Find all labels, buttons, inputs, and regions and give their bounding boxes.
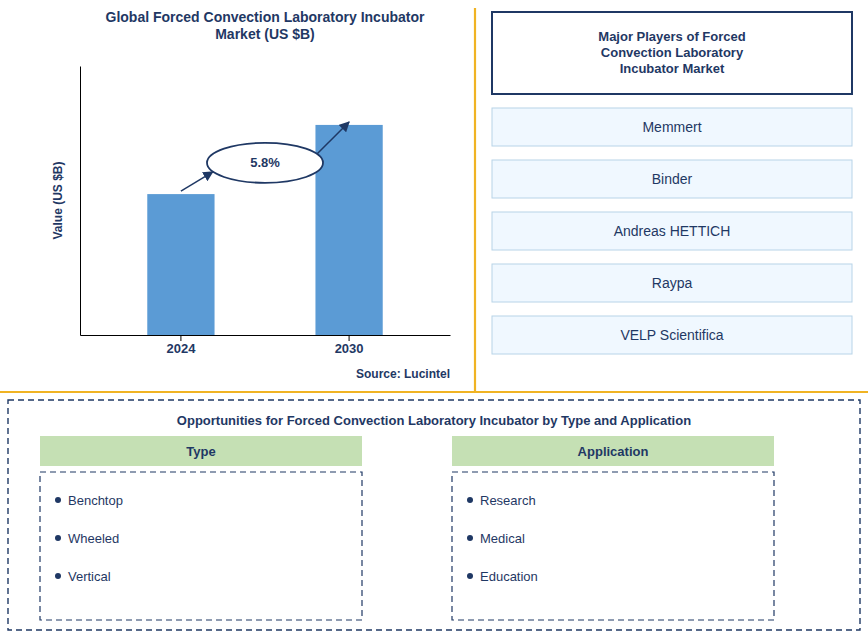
column-items-box xyxy=(40,472,362,620)
opportunity-column: Application Research Medical Education xyxy=(452,436,774,620)
x-axis: 2024 2030 xyxy=(81,335,451,356)
bullet xyxy=(55,535,61,541)
x-tick-label: 2024 xyxy=(166,341,196,356)
opportunity-column: Type Benchtop Wheeled Vertical xyxy=(40,436,362,620)
y-axis-title: Value (US $B) xyxy=(51,161,65,239)
bars xyxy=(147,125,382,335)
player-box xyxy=(492,160,852,198)
figure: Global Forced Convection Laboratory Incu… xyxy=(0,0,868,637)
cagr-annotation: 5.8% xyxy=(181,122,349,191)
bullet xyxy=(55,573,61,579)
column-header-box xyxy=(40,436,362,466)
column-item: Vertical xyxy=(68,569,111,584)
bar xyxy=(315,125,382,335)
opportunities-panel: Opportunities for Forced Convection Labo… xyxy=(8,400,860,630)
player-name: Memmert xyxy=(642,119,701,135)
player-name: VELP Scientifica xyxy=(620,327,723,343)
x-tick: 2030 xyxy=(335,335,364,356)
player-box xyxy=(492,316,852,354)
column-header-box xyxy=(452,436,774,466)
player-name: Raypa xyxy=(652,275,693,291)
player-box xyxy=(492,108,852,146)
player-name: Binder xyxy=(652,171,693,187)
bullet xyxy=(467,535,473,541)
players-title-box xyxy=(492,12,852,94)
cagr-arrow xyxy=(181,172,213,191)
x-tick: 2024 xyxy=(166,335,196,356)
column-item: Benchtop xyxy=(68,493,123,508)
x-tick-mark xyxy=(349,335,350,341)
players-title: Major Players of ForcedConvection Labora… xyxy=(598,29,745,76)
opportunities-title: Opportunities for Forced Convection Labo… xyxy=(177,413,691,428)
player-box xyxy=(492,264,852,302)
y-axis-line xyxy=(80,67,81,336)
cagr-label: 5.8% xyxy=(250,155,280,170)
x-tick-mark xyxy=(180,335,181,341)
column-item: Education xyxy=(480,569,538,584)
players-panel: Major Players of ForcedConvection Labora… xyxy=(492,12,852,354)
y-axis xyxy=(80,67,81,336)
chart-title: Global Forced Convection Laboratory Incu… xyxy=(106,9,425,42)
column-items-box xyxy=(452,472,774,620)
bullet xyxy=(467,573,473,579)
cagr-ellipse xyxy=(207,143,323,183)
player-box xyxy=(492,212,852,250)
bullet xyxy=(55,497,61,503)
vertical-separator xyxy=(474,8,476,392)
bar-chart: Global Forced Convection Laboratory Incu… xyxy=(51,9,451,381)
source-note: Source: Lucintel xyxy=(356,367,450,381)
x-axis-line xyxy=(81,335,451,336)
column-header: Type xyxy=(186,444,215,459)
cagr-arrow xyxy=(317,122,349,154)
opportunities-border xyxy=(8,400,860,630)
player-name: Andreas HETTICH xyxy=(614,223,731,239)
horizontal-separator xyxy=(0,391,868,393)
bullet xyxy=(467,497,473,503)
column-item: Medical xyxy=(480,531,525,546)
column-header: Application xyxy=(578,444,649,459)
column-item: Research xyxy=(480,493,536,508)
column-item: Wheeled xyxy=(68,531,119,546)
bar xyxy=(147,194,214,335)
x-tick-label: 2030 xyxy=(335,341,364,356)
